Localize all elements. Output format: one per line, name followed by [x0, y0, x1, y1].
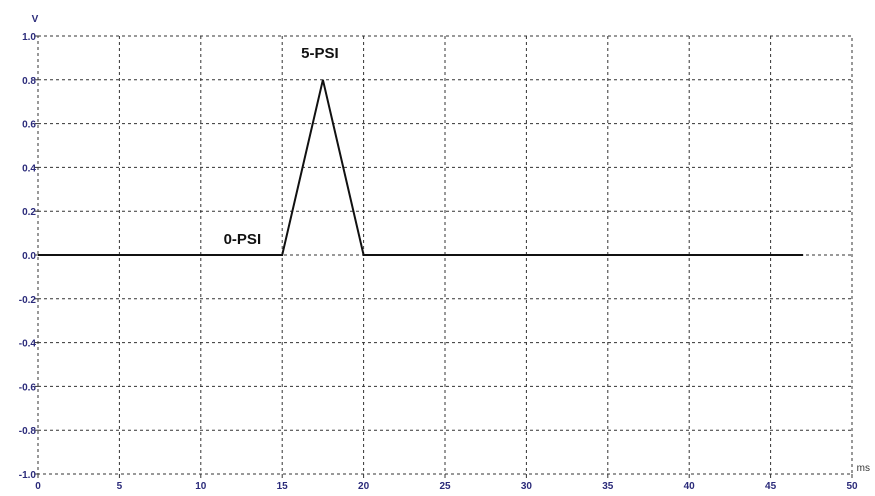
annotation-5-psi: 5-PSI — [301, 45, 339, 62]
x-tick-label: 30 — [521, 481, 533, 492]
x-tick-label: 40 — [684, 481, 696, 492]
y-axis-unit: V — [32, 14, 39, 25]
grid — [35, 35, 853, 478]
signal-line — [38, 79, 804, 256]
x-tick-label: 10 — [195, 481, 207, 492]
y-tick-label: -1.0 — [19, 470, 37, 481]
y-tick-label: -0.6 — [19, 382, 37, 393]
y-tick-label: 0.0 — [22, 251, 36, 262]
x-tick-label: 0 — [35, 481, 41, 492]
x-tick-label: 50 — [846, 481, 858, 492]
tick-labels: 0 5 10 15 20 25 30 35 40 45 50 1.0 0.8 0.6 0.4 0.2 0.0 -0… — [19, 32, 858, 492]
x-tick-label: 45 — [765, 481, 777, 492]
axes: V ms — [32, 14, 870, 474]
y-tick-label: 0.4 — [22, 163, 36, 174]
x-tick-label: 15 — [277, 481, 289, 492]
y-tick-label: 0.2 — [22, 207, 36, 218]
y-tick-label: 0.6 — [22, 120, 36, 131]
x-tick-label: 25 — [439, 481, 451, 492]
y-tick-label: -0.2 — [19, 295, 37, 306]
y-tick-label: -0.8 — [19, 426, 37, 437]
y-tick-label: 1.0 — [22, 32, 36, 43]
series — [38, 79, 804, 256]
x-tick-label: 35 — [602, 481, 614, 492]
annotations: 5-PSI 0-PSI — [224, 45, 339, 248]
y-tick-label: 0.8 — [22, 76, 36, 87]
annotation-0-psi: 0-PSI — [224, 231, 262, 248]
y-tick-label: -0.4 — [19, 339, 37, 350]
x-axis-unit: ms — [857, 463, 870, 474]
x-tick-label: 20 — [358, 481, 370, 492]
x-tick-label: 5 — [117, 481, 123, 492]
